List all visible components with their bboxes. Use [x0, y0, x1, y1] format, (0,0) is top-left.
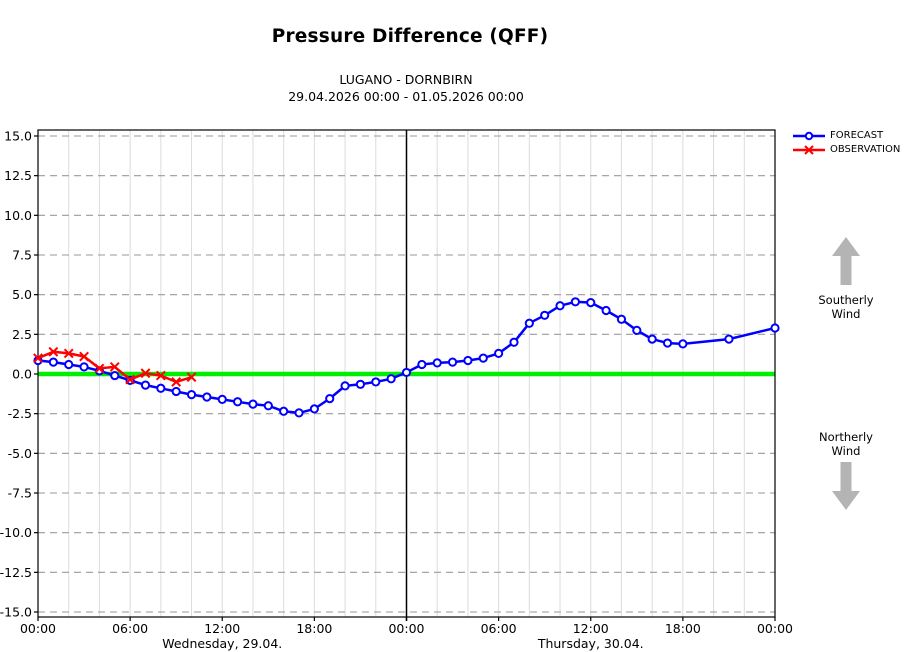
chart-legend: FORECAST OBSERVATION	[792, 129, 900, 157]
circle-marker	[494, 348, 504, 358]
y-tick-label: 7.5	[12, 247, 32, 262]
x-marker	[125, 374, 136, 385]
y-tick-label: -7.5	[8, 486, 32, 501]
circle-marker	[325, 393, 335, 404]
circle-marker	[447, 357, 458, 367]
x-marker	[63, 348, 74, 359]
circle-marker	[79, 362, 89, 372]
circle-marker	[662, 338, 673, 348]
northerly-word: Northerly	[819, 430, 873, 444]
wind-word: Wind	[831, 444, 861, 458]
circle-marker	[540, 310, 550, 320]
circle-marker	[401, 367, 412, 378]
circle-marker	[524, 318, 534, 328]
y-tick-label: -10.0	[0, 525, 32, 540]
circle-marker	[279, 406, 289, 416]
y-tick-label: 12.5	[4, 168, 32, 183]
circle-marker	[110, 370, 120, 381]
circle-marker	[632, 325, 642, 335]
legend-label: OBSERVATION	[830, 144, 901, 155]
circle-marker	[248, 399, 258, 409]
forecast-line-icon	[793, 131, 825, 140]
circle-marker	[417, 359, 427, 370]
circle-marker	[355, 379, 366, 389]
circle-marker	[432, 358, 442, 368]
forecast-series	[33, 297, 780, 418]
x-marker	[33, 353, 43, 364]
circle-marker	[647, 334, 657, 344]
circle-marker	[386, 374, 396, 384]
circle-marker	[678, 339, 688, 349]
y-tick-label: -12.5	[0, 565, 32, 580]
down-arrow-icon	[832, 462, 860, 510]
day-label: Wednesday, 29.04.	[162, 636, 282, 651]
circle-marker	[156, 383, 166, 393]
x-marker	[155, 370, 166, 381]
circle-marker	[64, 359, 74, 370]
legend-item-observation: OBSERVATION	[792, 143, 900, 156]
circle-marker	[770, 323, 780, 333]
x-marker	[94, 363, 105, 374]
x-marker	[79, 351, 89, 362]
circle-marker	[48, 357, 58, 367]
x-tick-label: 18:00	[665, 621, 701, 636]
x-marker	[109, 361, 120, 372]
circle-marker	[586, 297, 596, 308]
circle-marker	[616, 314, 627, 324]
circle-marker	[140, 380, 151, 390]
y-tick-label: -15.0	[0, 605, 32, 620]
circle-marker	[371, 377, 381, 387]
x-marker	[186, 372, 197, 383]
northerly-wind-label: Northerly Wind	[796, 430, 896, 458]
circle-marker	[601, 305, 611, 316]
y-tick-label: -5.0	[8, 446, 32, 461]
station-pair-subtitle: LUGANO - DORNBIRN	[339, 72, 473, 87]
x-marker	[171, 377, 182, 387]
circle-marker	[509, 337, 519, 347]
southerly-wind-label: Southerly Wind	[796, 293, 896, 321]
x-tick-label: 06:00	[481, 621, 517, 636]
circle-marker	[263, 401, 273, 411]
page-title: Pressure Difference (QFF)	[271, 26, 549, 47]
x-tick-label: 00:00	[757, 621, 793, 636]
circle-marker	[478, 353, 488, 363]
circle-marker	[340, 381, 350, 391]
y-tick-label: -2.5	[8, 406, 32, 421]
southerly-word: Southerly	[818, 293, 874, 307]
y-tick-label: 0.0	[12, 367, 32, 382]
circle-marker	[171, 386, 181, 397]
circle-marker	[724, 334, 734, 344]
x-marker	[140, 368, 151, 379]
circle-marker	[294, 408, 304, 418]
legend-label: FORECAST	[830, 130, 884, 141]
x-tick-label: 12:00	[204, 621, 240, 636]
circle-marker	[309, 404, 319, 414]
x-tick-label: 12:00	[573, 621, 609, 636]
circle-marker	[186, 390, 197, 400]
x-marker	[48, 346, 59, 357]
circle-marker	[463, 355, 473, 366]
x-tick-label: 00:00	[20, 621, 56, 636]
circle-marker	[217, 394, 227, 404]
observation-series	[33, 346, 197, 387]
y-tick-label: 5.0	[12, 287, 32, 302]
circle-marker	[570, 297, 580, 307]
legend-item-forecast: FORECAST	[792, 129, 900, 142]
observation-line-icon	[793, 144, 825, 155]
x-tick-label: 00:00	[388, 621, 424, 636]
up-arrow-icon	[832, 237, 860, 285]
day-label: Thursday, 30.04.	[537, 636, 644, 651]
circle-marker	[202, 392, 212, 402]
x-tick-label: 06:00	[112, 621, 148, 636]
date-range-subtitle: 29.04.2026 00:00 - 01.05.2026 00:00	[288, 89, 524, 104]
circle-marker	[555, 301, 565, 311]
wind-word: Wind	[831, 307, 861, 321]
y-tick-label: 2.5	[12, 327, 32, 342]
circle-marker	[233, 397, 243, 407]
y-tick-label: 15.0	[4, 128, 32, 143]
y-tick-label: 10.0	[4, 208, 32, 223]
x-tick-label: 18:00	[296, 621, 332, 636]
